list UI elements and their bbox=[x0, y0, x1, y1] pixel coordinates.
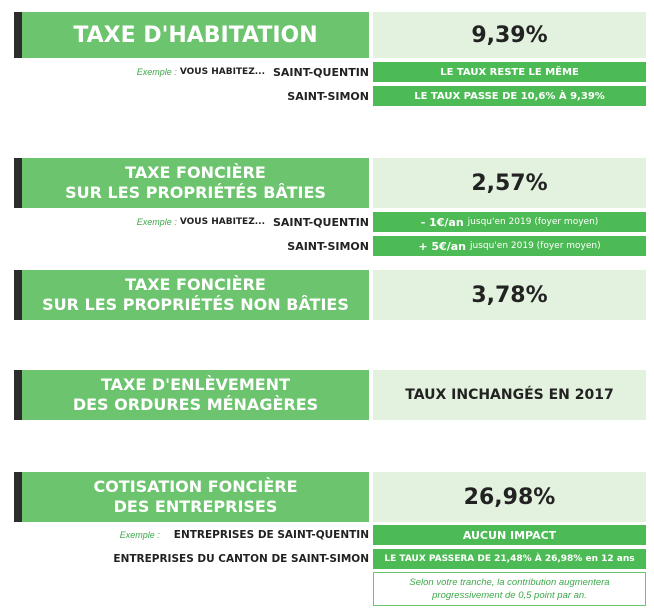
th-city2-result: LE TAUX PASSE DE 10,6% À 9,39% bbox=[373, 86, 646, 106]
tfb-city2-detail: jusqu'en 2019 (foyer moyen) bbox=[470, 241, 601, 251]
tf-non-baties-title-line2: SUR LES PROPRIÉTÉS NON BÂTIES bbox=[42, 295, 349, 314]
tfb-city2-amount: + 5€/an bbox=[418, 239, 466, 253]
cfe-row2-label: ENTREPRISES DU CANTON DE SAINT-SIMON bbox=[113, 553, 369, 565]
tf-non-baties-rate: 3,78% bbox=[471, 282, 548, 308]
th-city2: SAINT-SIMON bbox=[287, 89, 369, 103]
cfe-row2-result-text: LE TAUX PASSERA DE 21,48% À 26,98% en 12… bbox=[384, 554, 635, 564]
th-city2-result-text: LE TAUX PASSE DE 10,6% À 9,39% bbox=[414, 90, 605, 102]
th-vous-habitez: VOUS HABITEZ... bbox=[179, 67, 265, 77]
tf-non-baties-title-line1: TAXE FONCIÈRE bbox=[125, 275, 266, 294]
th-city1-result-text: LE TAUX RESTE LE MÊME bbox=[440, 66, 579, 78]
tfb-city2: SAINT-SIMON bbox=[287, 239, 369, 253]
tf-baties-rate-box: 2,57% bbox=[373, 158, 646, 208]
tf-baties-title-line2: SUR LES PROPRIÉTÉS BÂTIES bbox=[65, 183, 326, 202]
tfb-vous-habitez: VOUS HABITEZ... bbox=[179, 217, 265, 227]
tfb-city1-detail: jusqu'en 2019 (foyer moyen) bbox=[467, 217, 599, 227]
taxe-habitation-header: TAXE D'HABITATION bbox=[14, 12, 369, 58]
tf-baties-rate: 2,57% bbox=[471, 170, 548, 196]
teom-title-line1: TAXE D'ENLÈVEMENT bbox=[101, 375, 290, 394]
th-example-row-2: SAINT-SIMON bbox=[14, 86, 369, 106]
cfe-note-line1: Selon votre tranche, la contribution aug… bbox=[409, 577, 610, 588]
th-example-label: Exemple : bbox=[136, 67, 177, 77]
th-example-row-1: Exemple : VOUS HABITEZ... SAINT-QUENTIN bbox=[14, 62, 369, 82]
cfe-example-label: Exemple : bbox=[119, 530, 160, 540]
tfb-city1-amount: - 1€/an bbox=[420, 215, 464, 229]
taxe-habitation-title: TAXE D'HABITATION bbox=[73, 22, 318, 48]
cfe-row1-result-text: AUCUN IMPACT bbox=[462, 528, 557, 542]
tfb-city1-result: - 1€/an jusqu'en 2019 (foyer moyen) bbox=[373, 212, 646, 232]
tf-non-baties-rate-box: 3,78% bbox=[373, 270, 646, 320]
teom-value: TAUX INCHANGÉS EN 2017 bbox=[405, 387, 614, 403]
cfe-rate-box: 26,98% bbox=[373, 472, 646, 522]
taxe-habitation-rate-box: 9,39% bbox=[373, 12, 646, 58]
tf-non-baties-header: TAXE FONCIÈRE SUR LES PROPRIÉTÉS NON BÂT… bbox=[14, 270, 369, 320]
taxe-habitation-rate: 9,39% bbox=[471, 22, 548, 48]
tf-baties-header: TAXE FONCIÈRE SUR LES PROPRIÉTÉS BÂTIES bbox=[14, 158, 369, 208]
cfe-row-1: Exemple : ENTREPRISES DE SAINT-QUENTIN bbox=[14, 525, 369, 545]
tfb-example-label: Exemple : bbox=[136, 217, 177, 227]
th-city1: SAINT-QUENTIN bbox=[273, 65, 369, 79]
teom-title-line2: DES ORDURES MÉNAGÈRES bbox=[72, 395, 319, 414]
tfb-city1: SAINT-QUENTIN bbox=[273, 215, 369, 229]
tf-baties-title-line1: TAXE FONCIÈRE bbox=[125, 163, 266, 182]
cfe-row1-label: ENTREPRISES DE SAINT-QUENTIN bbox=[173, 529, 369, 541]
cfe-row1-result: AUCUN IMPACT bbox=[373, 525, 646, 545]
teom-header: TAXE D'ENLÈVEMENT DES ORDURES MÉNAGÈRES bbox=[14, 370, 369, 420]
tfb-example-row-2: SAINT-SIMON bbox=[14, 236, 369, 256]
tfb-city2-result: + 5€/an jusqu'en 2019 (foyer moyen) bbox=[373, 236, 646, 256]
cfe-title-line1: COTISATION FONCIÈRE bbox=[93, 477, 298, 496]
th-city1-result: LE TAUX RESTE LE MÊME bbox=[373, 62, 646, 82]
teom-value-box: TAUX INCHANGÉS EN 2017 bbox=[373, 370, 646, 420]
cfe-note: Selon votre tranche, la contribution aug… bbox=[373, 572, 646, 606]
cfe-row2-result: LE TAUX PASSERA DE 21,48% À 26,98% en 12… bbox=[373, 549, 646, 569]
cfe-row-2: ENTREPRISES DU CANTON DE SAINT-SIMON bbox=[14, 549, 369, 569]
cfe-note-line2: progressivement de 0,5 point par an. bbox=[432, 590, 587, 601]
cfe-rate: 26,98% bbox=[463, 484, 556, 510]
cfe-title-line2: DES ENTREPRISES bbox=[113, 497, 278, 516]
tfb-example-row-1: Exemple : VOUS HABITEZ... SAINT-QUENTIN bbox=[14, 212, 369, 232]
cfe-header: COTISATION FONCIÈRE DES ENTREPRISES bbox=[14, 472, 369, 522]
